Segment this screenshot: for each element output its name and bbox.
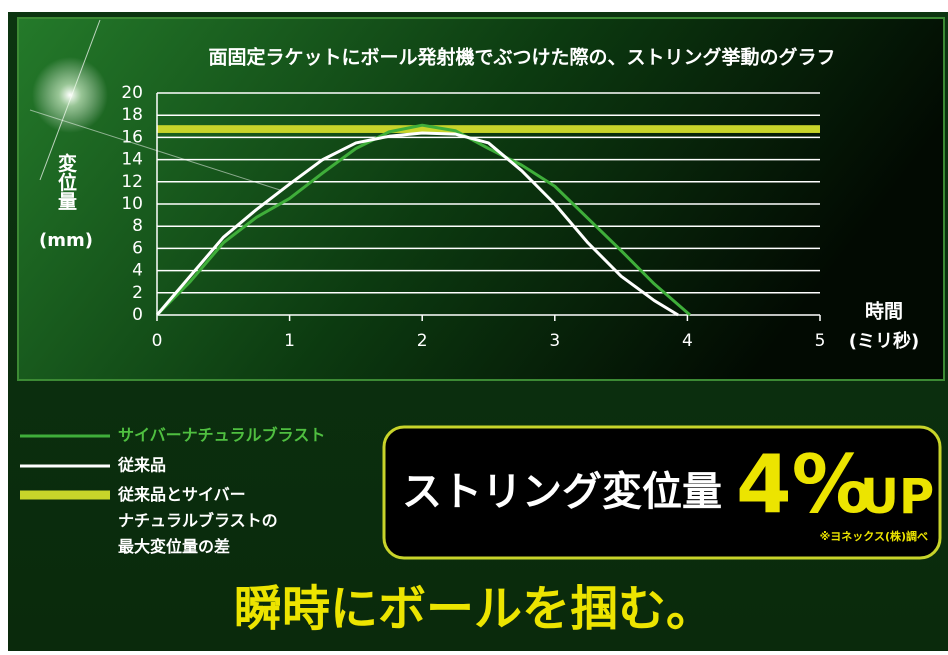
x-tick-label: 2 <box>417 331 428 351</box>
y-tick-label: 10 <box>121 194 143 214</box>
y-tick-label: 2 <box>132 283 143 303</box>
flare <box>32 57 108 133</box>
highlight-value: 4% <box>736 438 872 531</box>
highlight-label: ストリング変位量 <box>402 469 722 515</box>
legend-label: 従来品とサイバー ナチュラルブラストの 最大変位量の差 <box>118 485 278 556</box>
x-tick-label: 1 <box>284 331 295 351</box>
x-tick-label: 3 <box>549 331 560 351</box>
headline: 瞬時にボールを掴む。 <box>234 581 714 637</box>
series-line <box>155 123 692 317</box>
y-tick-label: 18 <box>121 105 143 125</box>
y-tick-label: 20 <box>121 83 143 103</box>
y-tick-label: 14 <box>121 150 143 170</box>
series-line <box>155 131 679 317</box>
legend-label: サイバーナチュラルブラスト <box>118 426 325 445</box>
x-tick-label: 0 <box>152 331 163 351</box>
highlight-suffix: UP <box>860 469 934 525</box>
y-tick-label: 16 <box>121 127 143 147</box>
y-tick-label: 8 <box>132 216 143 236</box>
x-axis-unit: (ミリ秒) <box>849 330 919 352</box>
y-tick-label: 6 <box>132 238 143 258</box>
y-tick-label: 12 <box>121 172 143 192</box>
difference-band <box>157 125 820 133</box>
x-tick-label: 4 <box>682 331 693 351</box>
chart-title: 面固定ラケットにボール発射機でぶつけた際の、ストリング挙動のグラフ <box>208 46 835 69</box>
y-axis-unit: (mm) <box>39 230 93 251</box>
y-tick-label: 0 <box>132 305 143 325</box>
legend-label: 従来品 <box>117 456 166 475</box>
y-tick-label: 4 <box>132 261 143 281</box>
source-note: ※ヨネックス(株)調べ <box>820 529 928 543</box>
chart-panel <box>17 17 945 381</box>
x-tick-label: 5 <box>815 331 826 351</box>
highlight-box <box>382 425 942 560</box>
legend-label-box: 従来品とサイバー ナチュラルブラストの 最大変位量の差 <box>118 485 278 556</box>
y-axis-label: 変位量 <box>55 152 77 210</box>
x-axis-label: 時間 <box>865 301 903 323</box>
